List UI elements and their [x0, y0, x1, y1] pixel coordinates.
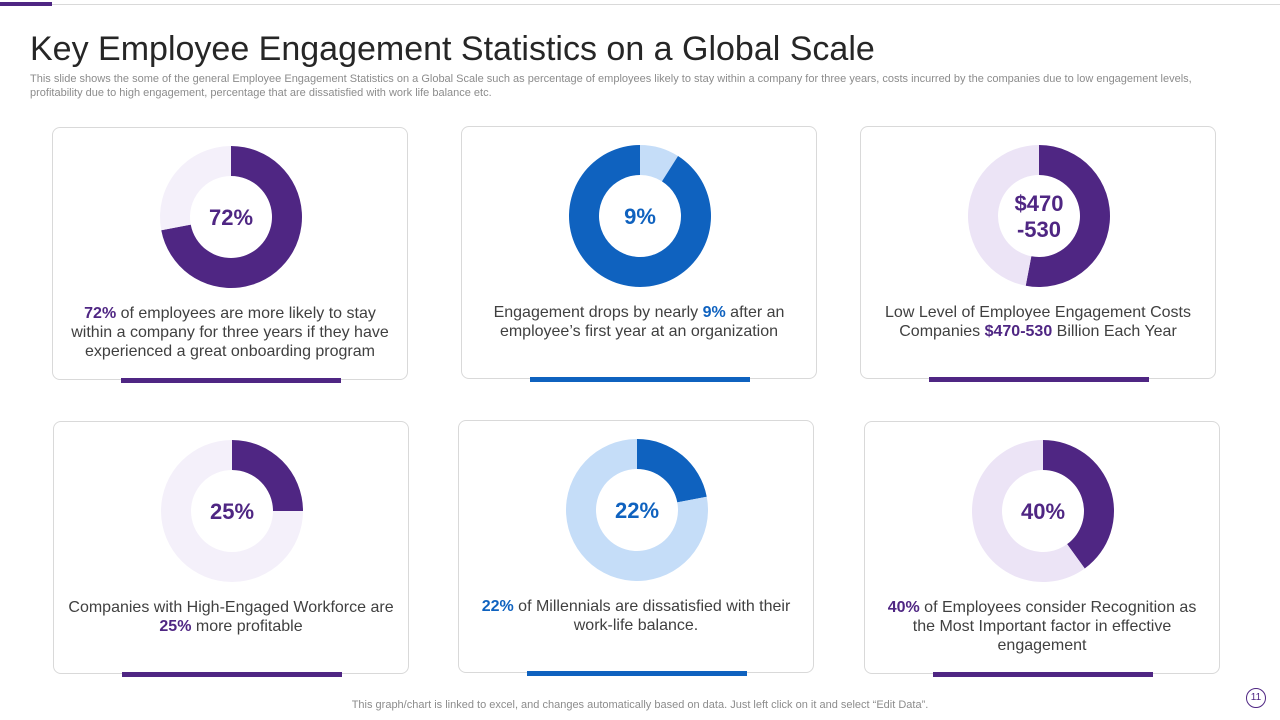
- stat-highlight: 9%: [702, 304, 726, 321]
- donut-slice-other: [569, 145, 711, 287]
- card-accent-bar: [929, 377, 1149, 382]
- stat-highlight: $470-530: [984, 323, 1053, 340]
- stat-highlight: 40%: [887, 599, 920, 616]
- donut-chart: 9%: [569, 145, 711, 287]
- donut-chart: 25%: [161, 440, 303, 582]
- donut-center-label: 9%: [624, 204, 656, 229]
- stat-card: $470 -530 Low Level of Employee Engagement…: [860, 126, 1216, 382]
- donut-slice-more-profitable: [232, 440, 303, 511]
- donut-slice-other: [968, 145, 1039, 286]
- stat-description: Low Level of Employee Engagement Costs C…: [873, 303, 1203, 341]
- stat-text: after an employee’s first year at an org…: [499, 304, 785, 340]
- stat-card: 25% Companies with High-Engaged Workforce…: [53, 421, 409, 677]
- stat-text: Companies with High-Engaged Workforce ar…: [68, 599, 394, 616]
- card-accent-bar: [122, 672, 342, 677]
- donut-center-label: 72%: [209, 205, 253, 230]
- stat-highlight: 72%: [84, 305, 117, 322]
- stat-card: 72% 72% of employees are more likely to s…: [52, 127, 408, 383]
- stat-description: Companies with High-Engaged Workforce ar…: [66, 598, 396, 636]
- donut-chart: 40%: [972, 440, 1114, 582]
- donut-slice-cost: [1025, 145, 1110, 287]
- card-accent-bar: [121, 378, 341, 383]
- donut-slice-engagement-drop: [640, 145, 679, 182]
- stat-card: 9% Engagement drops by nearly 9% after an…: [461, 126, 817, 382]
- donut-slice-dissatisfied: [637, 439, 707, 503]
- stat-card: 40% 40% of Employees consider Recognition…: [864, 421, 1220, 677]
- stat-text: of Millennials are dissatisfied with the…: [513, 598, 791, 634]
- footnote: This graph/chart is linked to excel, and…: [351, 699, 929, 711]
- donut-chart: 72%: [160, 146, 302, 288]
- donut-slice-other: [161, 440, 303, 582]
- stat-text: Engagement drops by nearly: [493, 304, 703, 321]
- stat-card: 22% 22% of Millennials are dissatisfied w…: [458, 420, 814, 676]
- donut-center-label: $470: [1015, 191, 1064, 216]
- donut-chart: $470-530: [968, 145, 1110, 287]
- slide-title: Key Employee Engagement Statistics on a …: [30, 30, 875, 68]
- card-accent-bar: [530, 377, 750, 382]
- donut-center-label: 40%: [1021, 499, 1065, 524]
- donut-slice-other: [160, 146, 231, 231]
- donut-center-label: -530: [1017, 217, 1061, 242]
- donut-slice-recognition: [1043, 440, 1114, 569]
- stat-highlight: 25%: [159, 618, 192, 635]
- stat-text: Billion Each Year: [1052, 323, 1177, 340]
- donut-slice-other: [566, 439, 708, 581]
- stat-description: 40% of Employees consider Recognition as…: [877, 598, 1207, 655]
- stat-description: 22% of Millennials are dissatisfied with…: [471, 597, 801, 635]
- stat-description: Engagement drops by nearly 9% after an e…: [474, 303, 804, 341]
- donut-slice-other: [972, 440, 1085, 582]
- stat-description: 72% of employees are more likely to stay…: [65, 304, 395, 361]
- slide-subtitle: This slide shows the some of the general…: [30, 73, 1192, 99]
- top-divider: [0, 4, 1280, 5]
- stat-text: of employees are more likely to stay wit…: [71, 305, 389, 360]
- stat-highlight: 22%: [481, 598, 514, 615]
- donut-slice-likely-to-stay: [161, 146, 302, 288]
- donut-center-label: 25%: [210, 499, 254, 524]
- donut-center-label: 22%: [615, 498, 659, 523]
- stat-text: more profitable: [191, 618, 303, 635]
- page-number: 11: [1246, 688, 1266, 708]
- top-accent-bar: [0, 2, 52, 6]
- stat-text: of Employees consider Recognition as the…: [912, 599, 1197, 654]
- stat-text: Low Level of Employee Engagement Costs C…: [885, 304, 1191, 340]
- donut-chart: 22%: [566, 439, 708, 581]
- card-accent-bar: [527, 671, 747, 676]
- card-accent-bar: [933, 672, 1153, 677]
